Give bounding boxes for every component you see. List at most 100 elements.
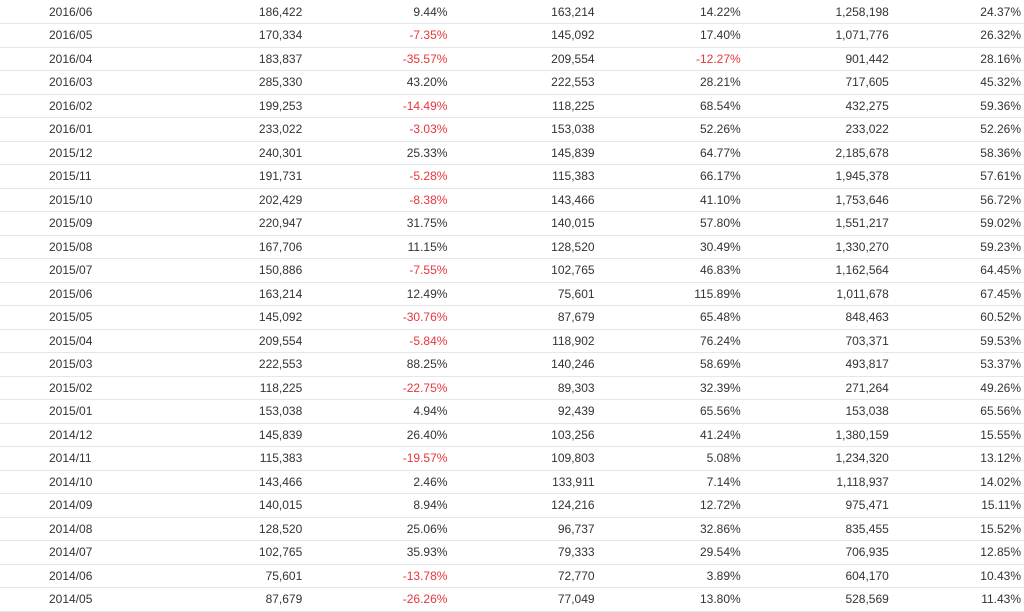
cumulative-cell: 717,605: [740, 70, 889, 95]
change-b-cell: 29.54%: [594, 540, 741, 565]
ratio-cell: 56.72%: [888, 188, 1024, 212]
table-row: 2015/10 202,429 -8.38% 143,466 41.10% 1,753,6…: [0, 188, 1024, 212]
cumulative-cell: 706,935: [740, 540, 889, 565]
cumulative-cell: 493,817: [740, 352, 889, 377]
value-cell: 167,706: [179, 235, 303, 259]
value-b-cell: 109,803: [447, 446, 595, 471]
table-row: 2015/09 220,947 31.75% 140,015 57.80% 1,551,2…: [0, 211, 1024, 236]
change-b-cell: 30.49%: [594, 235, 741, 259]
month-cell: 2015/07: [0, 258, 180, 283]
cumulative-cell: 1,234,320: [740, 446, 889, 471]
value-cell: 140,015: [179, 493, 303, 518]
month-cell: 2014/05: [0, 587, 180, 612]
change-cell: 8.94%: [302, 493, 448, 518]
change-cell: 43.20%: [302, 70, 448, 95]
value-cell: 87,679: [179, 587, 303, 612]
value-cell: 143,466: [179, 470, 303, 494]
value-b-cell: 209,554: [447, 47, 595, 71]
cumulative-cell: 1,162,564: [740, 258, 889, 283]
change-b-cell: 14.22%: [594, 0, 741, 24]
value-b-cell: 118,225: [447, 94, 595, 118]
value-b-cell: 145,092: [447, 23, 595, 48]
value-b-cell: 163,214: [447, 0, 595, 24]
value-cell: 183,837: [179, 47, 303, 71]
cumulative-cell: 153,038: [740, 399, 889, 424]
value-b-cell: 87,679: [447, 305, 595, 330]
cumulative-cell: 835,455: [740, 517, 889, 541]
change-cell: 11.15%: [302, 235, 448, 259]
value-cell: 285,330: [179, 70, 303, 95]
value-b-cell: 96,737: [447, 517, 595, 541]
value-b-cell: 89,303: [447, 376, 595, 400]
value-cell: 202,429: [179, 188, 303, 212]
value-b-cell: 124,216: [447, 493, 595, 518]
ratio-cell: 12.85%: [888, 540, 1024, 565]
change-cell: 12.49%: [302, 282, 448, 306]
table-row: 2016/03 285,330 43.20% 222,553 28.21% 717,605…: [0, 70, 1024, 95]
month-cell: 2015/06: [0, 282, 180, 306]
ratio-cell: 64.45%: [888, 258, 1024, 283]
cumulative-cell: 1,258,198: [740, 0, 889, 24]
value-cell: 102,765: [179, 540, 303, 565]
ratio-cell: 28.16%: [888, 47, 1024, 71]
value-b-cell: 115,383: [447, 164, 595, 189]
change-b-cell: 41.24%: [594, 423, 741, 447]
table-row: 2015/12 240,301 25.33% 145,839 64.77% 2,185,6…: [0, 141, 1024, 165]
month-cell: 2015/02: [0, 376, 180, 400]
table-row: 2014/07 102,765 35.93% 79,333 29.54% 706,935 1…: [0, 540, 1024, 565]
ratio-cell: 59.53%: [888, 329, 1024, 353]
table-row: 2016/06 186,422 9.44% 163,214 14.22% 1,258,19…: [0, 0, 1024, 24]
value-cell: 128,520: [179, 517, 303, 541]
table-row: 2014/05 87,679 -26.26% 77,049 13.80% 528,569 1…: [0, 587, 1024, 612]
change-cell: -19.57%: [302, 446, 448, 471]
table-row: 2015/04 209,554 -5.84% 118,902 76.24% 703,371…: [0, 329, 1024, 353]
change-b-cell: 41.10%: [594, 188, 741, 212]
month-cell: 2015/04: [0, 329, 180, 353]
value-b-cell: 79,333: [447, 540, 595, 565]
ratio-cell: 67.45%: [888, 282, 1024, 306]
value-b-cell: 222,553: [447, 70, 595, 95]
change-cell: -8.38%: [302, 188, 448, 212]
value-cell: 222,553: [179, 352, 303, 377]
change-cell: 88.25%: [302, 352, 448, 377]
ratio-cell: 49.26%: [888, 376, 1024, 400]
value-b-cell: 75,601: [447, 282, 595, 306]
change-b-cell: 57.80%: [594, 211, 741, 236]
ratio-cell: 15.52%: [888, 517, 1024, 541]
month-cell: 2014/06: [0, 564, 180, 588]
ratio-cell: 53.37%: [888, 352, 1024, 377]
change-cell: -35.57%: [302, 47, 448, 71]
cumulative-cell: 1,071,776: [740, 23, 889, 48]
change-cell: -14.49%: [302, 94, 448, 118]
change-b-cell: 65.56%: [594, 399, 741, 424]
value-b-cell: 143,466: [447, 188, 595, 212]
value-b-cell: 102,765: [447, 258, 595, 283]
change-cell: 35.93%: [302, 540, 448, 565]
value-cell: 145,839: [179, 423, 303, 447]
month-cell: 2014/08: [0, 517, 180, 541]
month-cell: 2015/09: [0, 211, 180, 236]
table-row: 2015/05 145,092 -30.76% 87,679 65.48% 848,463…: [0, 305, 1024, 330]
table-row: 2014/08 128,520 25.06% 96,737 32.86% 835,455 1…: [0, 517, 1024, 541]
change-b-cell: 7.14%: [594, 470, 741, 494]
month-cell: 2015/05: [0, 305, 180, 330]
cumulative-cell: 1,330,270: [740, 235, 889, 259]
cumulative-cell: 1,945,378: [740, 164, 889, 189]
change-cell: -13.78%: [302, 564, 448, 588]
value-cell: 170,334: [179, 23, 303, 48]
value-cell: 153,038: [179, 399, 303, 424]
cumulative-cell: 604,170: [740, 564, 889, 588]
change-b-cell: 13.80%: [594, 587, 741, 612]
table-row: 2015/07 150,886 -7.55% 102,765 46.83% 1,162,5…: [0, 258, 1024, 283]
table-row: 2014/12 145,839 26.40% 103,256 41.24% 1,380,1…: [0, 423, 1024, 447]
value-b-cell: 140,246: [447, 352, 595, 377]
change-b-cell: 5.08%: [594, 446, 741, 471]
table-row: 2016/04 183,837 -35.57% 209,554 -12.27% 901,4…: [0, 47, 1024, 71]
table-row: 2015/11 191,731 -5.28% 115,383 66.17% 1,945,3…: [0, 164, 1024, 189]
change-cell: 31.75%: [302, 211, 448, 236]
cumulative-cell: 432,275: [740, 94, 889, 118]
cumulative-cell: 901,442: [740, 47, 889, 71]
change-b-cell: 64.77%: [594, 141, 741, 165]
month-cell: 2014/12: [0, 423, 180, 447]
